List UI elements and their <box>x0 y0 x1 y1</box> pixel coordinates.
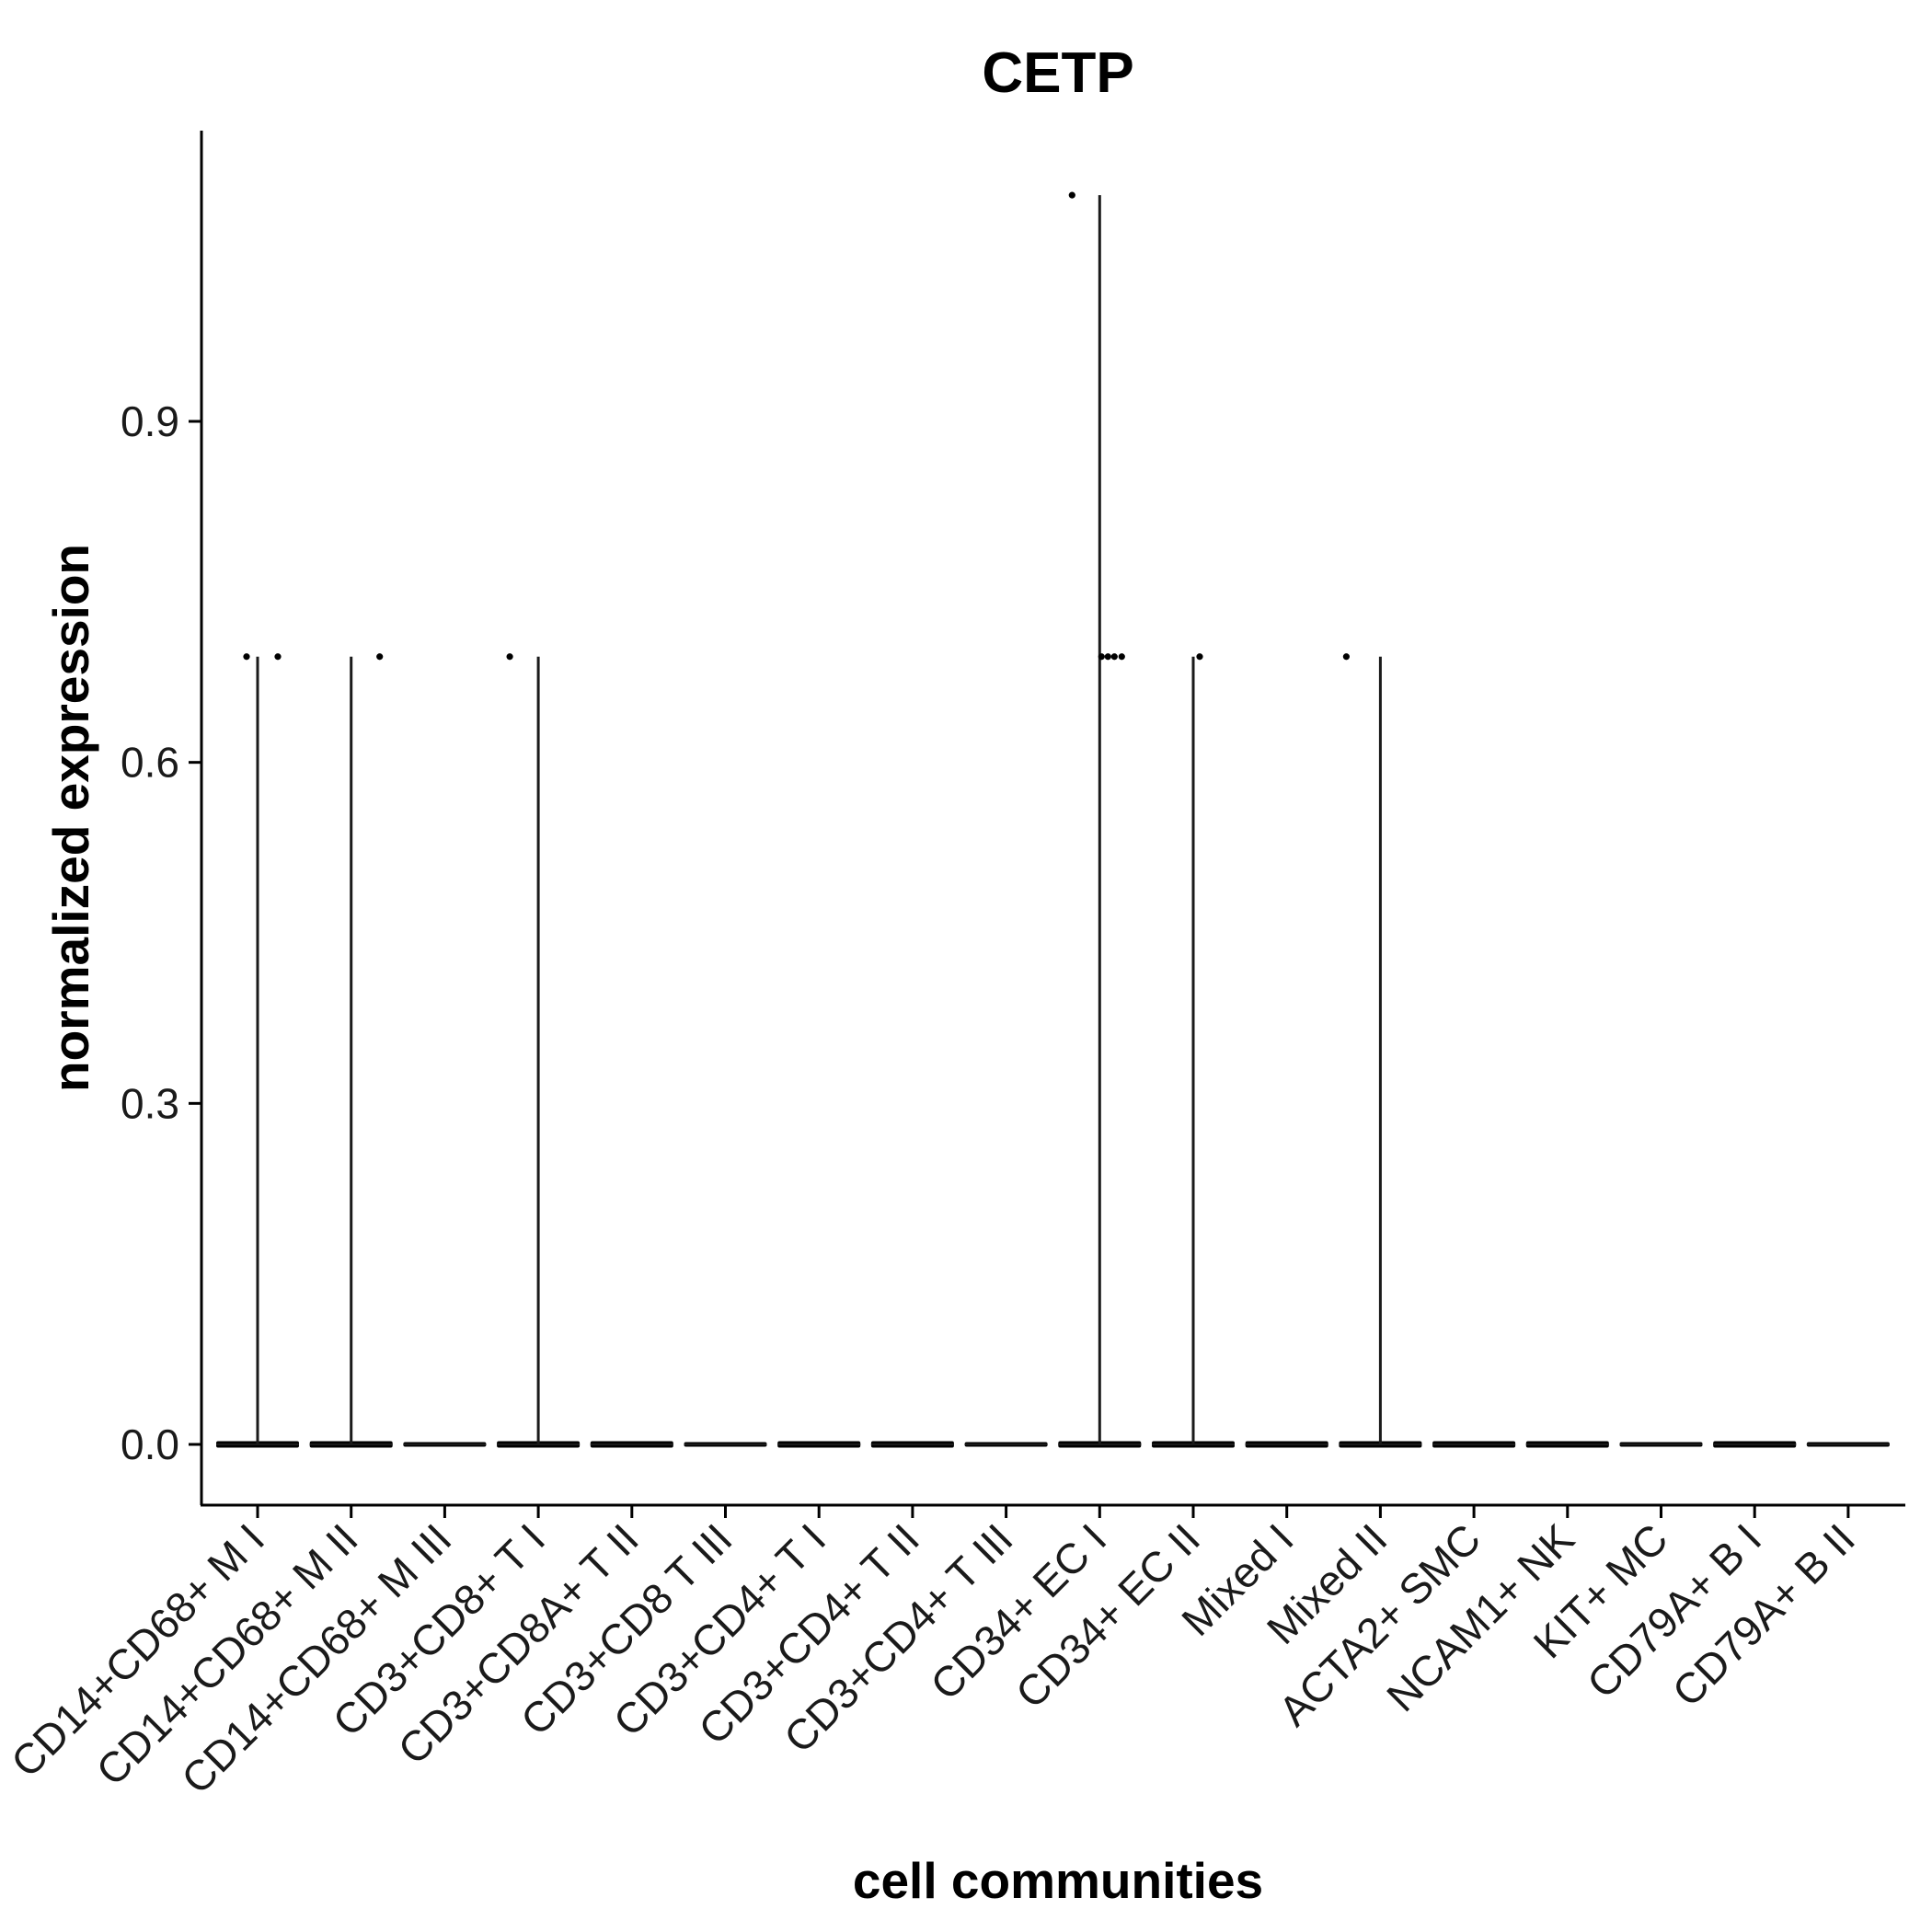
data-point <box>274 653 282 661</box>
y-axis: 0.0 0.3 0.6 0.9 <box>121 397 201 1468</box>
data-point <box>243 653 250 661</box>
data-point <box>1118 653 1125 661</box>
chart-title: CETP <box>982 41 1133 105</box>
data-point <box>506 653 513 661</box>
y-tick-label: 0.6 <box>121 739 179 787</box>
data-point <box>1104 653 1111 661</box>
y-axis-title: normalized expression <box>42 544 99 1092</box>
y-tick-label: 0.0 <box>121 1420 179 1468</box>
data-point <box>1068 191 1075 199</box>
y-tick-label: 0.3 <box>121 1079 179 1127</box>
data-point <box>1196 653 1203 661</box>
x-axis-title: cell communities <box>853 1852 1263 1909</box>
data-point <box>376 653 384 661</box>
data-point <box>1098 653 1105 661</box>
y-tick-label: 0.9 <box>121 397 179 445</box>
data-point <box>1110 653 1118 661</box>
data-point <box>1342 653 1350 661</box>
plot-area <box>216 191 1890 1448</box>
